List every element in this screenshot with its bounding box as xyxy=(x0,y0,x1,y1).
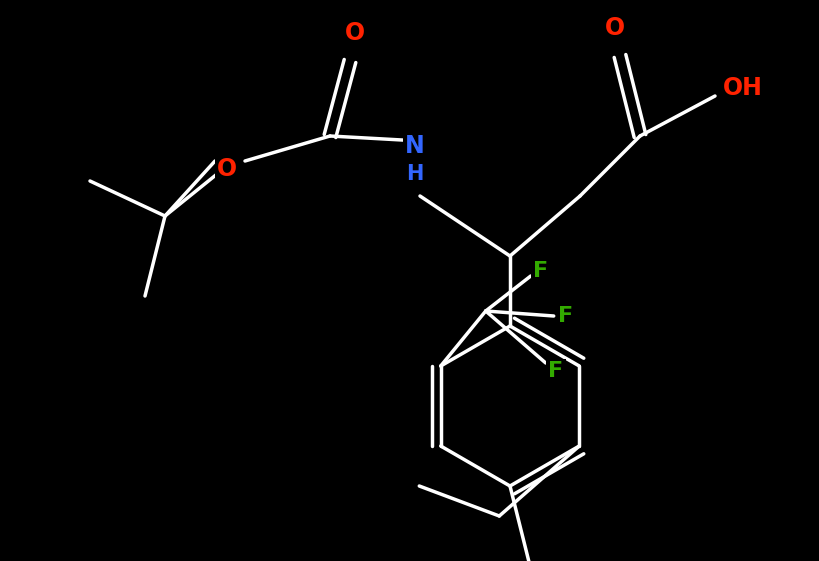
Text: H: H xyxy=(406,164,423,184)
Text: O: O xyxy=(345,21,364,45)
Text: O: O xyxy=(604,16,624,40)
Text: N: N xyxy=(405,134,424,158)
Text: F: F xyxy=(532,261,548,281)
Text: OH: OH xyxy=(722,76,762,100)
Text: F: F xyxy=(558,306,572,326)
Text: F: F xyxy=(547,361,563,381)
Text: O: O xyxy=(217,157,237,181)
